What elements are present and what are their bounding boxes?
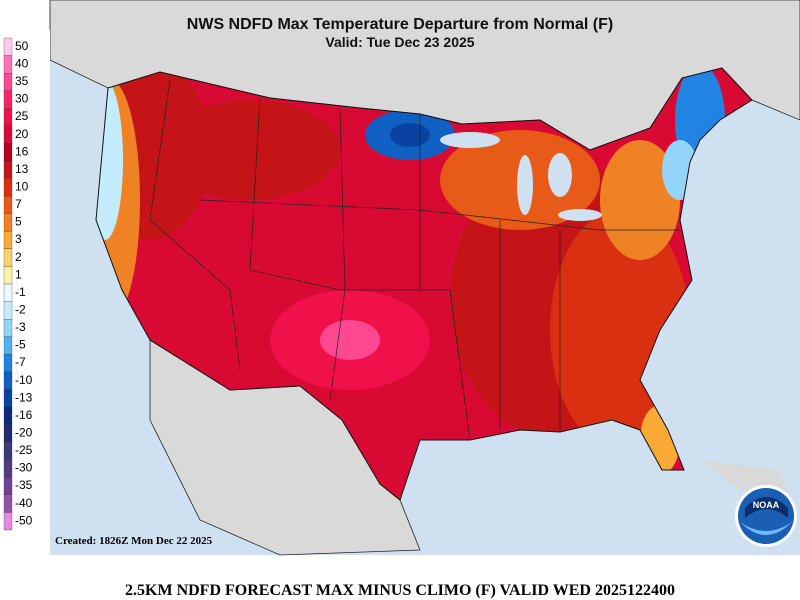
legend-swatch [3, 178, 13, 197]
legend-swatch [3, 37, 13, 56]
legend-label: -2 [15, 303, 26, 317]
legend-swatch [3, 72, 13, 91]
legend-label: 7 [15, 197, 22, 211]
legend-label: -1 [15, 285, 26, 299]
legend-label: 25 [15, 109, 29, 123]
legend-label: 1 [15, 267, 22, 281]
legend-swatch [3, 494, 13, 513]
legend-label: -40 [15, 496, 33, 510]
legend-label: 40 [15, 57, 29, 71]
map-title: NWS NDFD Max Temperature Departure from … [187, 16, 613, 33]
logo-bird [745, 497, 788, 518]
legend-label: -7 [15, 355, 26, 369]
state-line [199, 199, 680, 231]
created-note: Created: 1826Z Mon Dec 22 2025 [55, 535, 213, 547]
legend-label: -13 [15, 390, 33, 404]
legend-swatch [3, 266, 13, 285]
conus-outline [95, 67, 753, 501]
legend-label: -16 [15, 408, 33, 422]
legend-swatch [3, 195, 13, 214]
legend-swatch [3, 318, 13, 337]
legend-label: 10 [15, 180, 29, 194]
legend-swatch [3, 336, 13, 355]
legend: 50 40 35 30 25 20 16 13 10 7 5 3 2 1 -1 -2 -3 -5 -7 -10 -13 -… [0, 30, 50, 538]
legend-swatch [3, 459, 13, 478]
legend-swatch [3, 213, 13, 232]
footer-caption: 2.5KM NDFD FORECAST MAX MINUS CLIMO (F) … [125, 582, 675, 599]
legend-swatch [3, 389, 13, 408]
field-northwest [160, 100, 340, 200]
legend-swatch [3, 406, 13, 425]
legend-label: -5 [15, 338, 26, 352]
logo-text: NOAA [753, 500, 780, 510]
legend-label: -10 [15, 373, 33, 387]
legend-swatch [3, 441, 13, 460]
map-subtitle: Valid: Tue Dec 23 2025 [325, 34, 474, 50]
legend-label: 30 [15, 92, 29, 106]
legend-swatch [3, 231, 13, 250]
legend-label: 20 [15, 127, 29, 141]
legend-swatch [3, 424, 13, 443]
legend-swatch [3, 477, 13, 496]
state-lines [149, 79, 680, 441]
legend-swatch [3, 248, 13, 267]
lake-erie [558, 209, 602, 221]
legend-swatch [3, 90, 13, 109]
legend-label: -3 [15, 320, 26, 334]
legend-swatch [3, 512, 13, 531]
legend-label: -20 [15, 426, 33, 440]
legend-swatch [3, 301, 13, 320]
noaa-logo: NOAA [735, 485, 797, 547]
legend-label: 35 [15, 74, 29, 88]
legend-swatch [3, 371, 13, 390]
legend-label: -30 [15, 461, 33, 475]
logo-wave [740, 522, 792, 535]
legend-swatch [3, 283, 13, 302]
legend-swatch [3, 55, 13, 74]
legend-label: -50 [15, 513, 33, 527]
legend-swatch [3, 108, 13, 127]
legend-label: 16 [15, 144, 29, 158]
state-line [149, 79, 241, 371]
legend-swatch [3, 160, 13, 179]
legend-label: 2 [15, 250, 22, 264]
lake-michigan [517, 155, 533, 215]
legend-label: 5 [15, 215, 22, 229]
field-warm-core [320, 320, 380, 360]
legend-label: -35 [15, 478, 33, 492]
legend-label: 3 [15, 232, 22, 246]
field-coast-cool [96, 80, 123, 240]
state-line [249, 97, 471, 441]
legend-swatch [3, 125, 13, 144]
state-line [329, 109, 346, 401]
field-cold-core [390, 123, 430, 147]
legend-label: 13 [15, 162, 29, 176]
lake-huron [548, 153, 572, 197]
legend-label: -25 [15, 443, 33, 457]
legend-label: 50 [15, 39, 29, 53]
legend-swatch [3, 143, 13, 162]
lake-superior [440, 132, 500, 148]
state-line [419, 115, 561, 430]
legend-swatch [3, 354, 13, 373]
